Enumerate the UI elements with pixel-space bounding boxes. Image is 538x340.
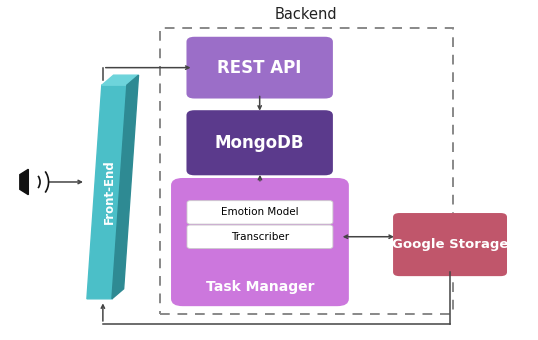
FancyBboxPatch shape: [187, 110, 333, 175]
Text: MongoDB: MongoDB: [215, 134, 305, 152]
Text: REST API: REST API: [217, 58, 302, 76]
FancyBboxPatch shape: [187, 37, 333, 99]
Polygon shape: [87, 85, 127, 299]
Text: Google Storage: Google Storage: [392, 238, 508, 251]
FancyBboxPatch shape: [187, 201, 333, 224]
Polygon shape: [20, 169, 29, 195]
Text: Front-End: Front-End: [103, 159, 116, 224]
Text: Backend: Backend: [275, 7, 337, 22]
Text: Task Manager: Task Manager: [206, 280, 314, 294]
Text: Transcriber: Transcriber: [231, 232, 289, 242]
FancyBboxPatch shape: [171, 178, 349, 306]
FancyBboxPatch shape: [187, 225, 333, 249]
Polygon shape: [112, 75, 139, 299]
FancyBboxPatch shape: [393, 213, 507, 276]
Text: Emotion Model: Emotion Model: [221, 207, 299, 217]
Polygon shape: [102, 75, 139, 85]
